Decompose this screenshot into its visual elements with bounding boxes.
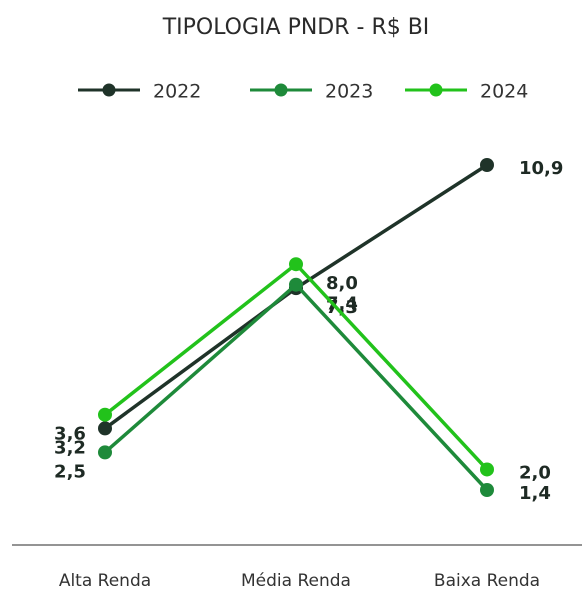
point	[480, 483, 494, 497]
data-label: 1,4	[519, 483, 551, 504]
data-label: 8,0	[326, 273, 358, 294]
data-label: 7,3	[326, 297, 358, 318]
data-label: 2,0	[519, 462, 551, 483]
legend-label: 2024	[480, 81, 528, 103]
point	[289, 277, 303, 292]
chart-title: TIPOLOGIA PNDR - R$ BI	[162, 15, 430, 40]
x-tick-label: Baixa Renda	[434, 571, 540, 591]
point	[98, 407, 112, 422]
legend-label: 2022	[153, 81, 201, 103]
data-label: 3,2	[54, 437, 86, 458]
x-tick-label: Alta Renda	[59, 571, 151, 591]
line	[103, 163, 488, 430]
point	[98, 421, 112, 436]
data-label: 10,9	[519, 158, 563, 179]
data-label: 3,6	[54, 424, 86, 445]
point	[480, 158, 494, 172]
legend-marker	[429, 83, 443, 97]
point	[480, 462, 494, 477]
data-label: 2,5	[54, 461, 86, 482]
x-tick-label: Média Renda	[241, 571, 351, 591]
legend-marker	[102, 83, 116, 97]
point	[98, 445, 112, 460]
legend-label: 2023	[325, 81, 373, 103]
legend-marker	[274, 83, 288, 97]
point	[289, 257, 303, 272]
data-label: 7,4	[326, 294, 358, 315]
